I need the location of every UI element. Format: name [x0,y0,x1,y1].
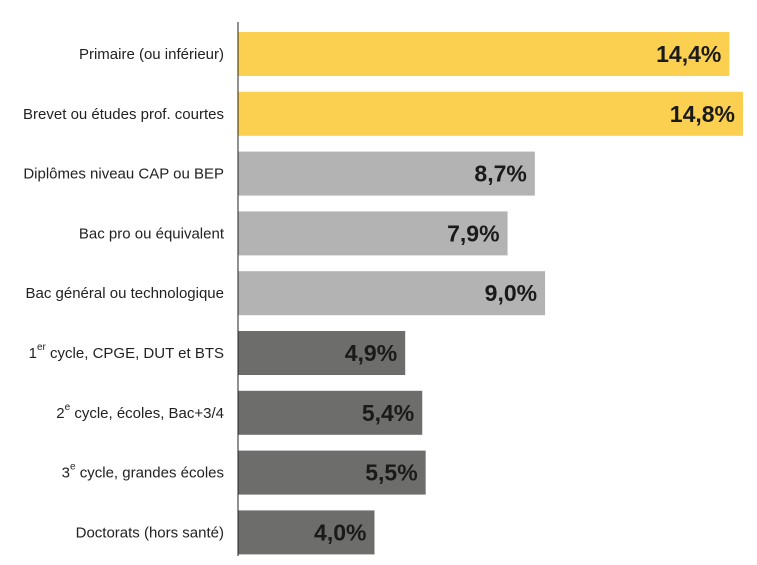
bar-5 [238,271,546,316]
bar-8 [238,450,426,495]
category-label-7: 2e cycle, écoles, Bac+3/4 [56,401,224,421]
category-labels: Primaire (ou inférieur) Brevet ou études … [23,46,225,541]
category-label-5: Bac général ou technologique [26,285,225,302]
category-label-4: Bac pro ou équivalent [79,225,225,242]
ordinal-superscript: e [65,401,71,412]
bar-2 [238,91,743,136]
bar-7 [238,390,423,435]
value-label-5: 9,0% [485,280,537,306]
value-label-4: 7,9% [447,220,499,246]
bar-9 [238,510,375,555]
value-label-1: 14,4% [656,41,721,67]
category-label-3: Diplômes niveau CAP ou BEP [23,165,224,182]
category-label-2: Brevet ou études prof. courtes [23,105,224,122]
category-label-8: 3e cycle, grandes écoles [62,461,224,481]
category-label-9: Doctorats (hors santé) [76,524,224,541]
bars-layer [238,32,743,555]
bar-1 [238,32,730,76]
value-label-9: 4,0% [314,519,366,545]
bar-6 [238,331,406,375]
ordinal-superscript: e [70,461,76,472]
value-label-2: 14,8% [670,101,735,127]
bar-4 [238,211,508,256]
bar-3 [238,151,535,196]
category-label-6: 1er cycle, CPGE, DUT et BTS [29,342,224,362]
category-label-1: Primaire (ou inférieur) [79,46,224,63]
value-label-7: 5,4% [362,400,414,426]
value-labels: 14,4% 14,8% 8,7% 7,9% 9,0% 4,9% 5,4% 5,5% 4,0% [314,41,735,545]
value-label-3: 8,7% [474,161,526,187]
value-label-6: 4,9% [345,340,397,366]
ordinal-superscript: er [37,342,47,353]
value-label-8: 5,5% [365,460,417,486]
